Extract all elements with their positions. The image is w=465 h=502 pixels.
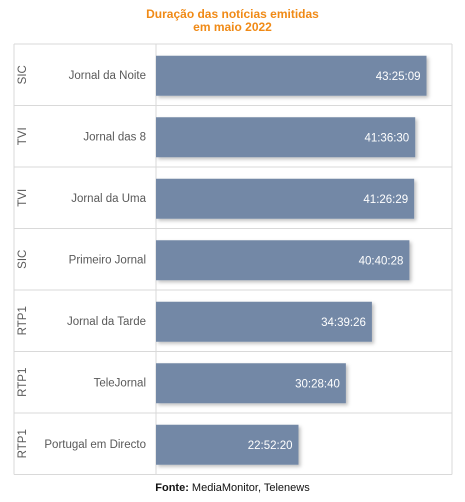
group-label: RTP1: [17, 429, 29, 458]
bar-value-label: 43:25:09: [376, 71, 421, 83]
bar-value-label: 40:40:28: [359, 255, 404, 267]
category-label: Jornal da Uma: [71, 193, 146, 205]
chart-title-line2: em maio 2022: [193, 20, 272, 34]
bar: [156, 55, 427, 96]
group-label: TVI: [17, 127, 29, 145]
chart-title-line1: Duração das notícias emitidas: [146, 7, 319, 21]
category-label: Primeiro Jornal: [69, 254, 146, 266]
category-label: Jornal da Noite: [69, 70, 146, 82]
bar-value-label: 22:52:20: [248, 440, 293, 452]
chart-title: Duração das notícias emitidas em maio 20…: [0, 8, 465, 34]
bar: [156, 424, 299, 465]
bar: [156, 301, 372, 342]
bar-chart: 43:25:09 Jornal da Noite SIC 41:36:30 Jornal…: [13, 43, 453, 475]
source-text: MediaMonitor, Telenews: [191, 482, 310, 494]
bar: [156, 178, 415, 219]
bar: [156, 363, 346, 404]
bar: [156, 117, 416, 158]
source-label: Fonte:: [155, 482, 189, 494]
group-label: RTP1: [17, 306, 29, 335]
bar-value-label: 41:26:29: [363, 194, 408, 206]
bar-value-label: 41:36:30: [364, 132, 409, 144]
category-label: Jornal da Tarde: [67, 316, 146, 328]
bar-value-label: 34:39:26: [321, 317, 366, 329]
source-note: Fonte: MediaMonitor, Telenews: [0, 482, 465, 494]
bar-value-label: 30:28:40: [295, 378, 340, 390]
group-label: TVI: [17, 189, 29, 207]
bar: [156, 240, 410, 281]
group-label: SIC: [17, 250, 29, 269]
group-label: RTP1: [17, 368, 29, 397]
group-label: SIC: [17, 65, 29, 84]
category-label: TeleJornal: [94, 377, 146, 389]
labels: 43:25:09 Jornal da Noite SIC 41:36:30 Jornal…: [17, 65, 421, 458]
category-label: Jornal das 8: [83, 131, 146, 143]
category-label: Portugal em Directo: [44, 439, 146, 451]
bars: [156, 55, 427, 465]
